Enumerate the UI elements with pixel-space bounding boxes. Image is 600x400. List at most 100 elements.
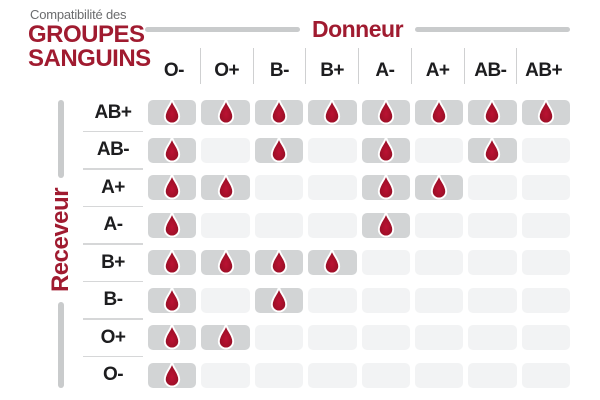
- blood-drop-icon: [217, 247, 234, 275]
- cell-O--from-A-: [361, 362, 410, 388]
- cell-AB+-from-O+: [201, 97, 250, 125]
- cell-B--from-AB+: [521, 287, 570, 313]
- blood-drop-icon: [324, 247, 341, 275]
- cell-O+-from-AB+: [521, 325, 570, 350]
- cell-AB+-from-AB-: [468, 97, 517, 125]
- cell-B--from-A-: [361, 287, 410, 313]
- cell-O+-from-A+: [414, 325, 464, 350]
- cell-AB--from-AB+: [521, 137, 570, 163]
- cell-A--from-O+: [201, 212, 250, 238]
- cell-B--from-A+: [414, 287, 464, 313]
- compatibility-grid: [148, 97, 570, 388]
- cell-O--from-O+: [201, 362, 250, 388]
- cell-B--from-O-: [148, 284, 197, 313]
- blood-drop-icon: [164, 359, 181, 387]
- receiver-label-O-: O-: [102, 364, 124, 385]
- cell-AB+-from-O-: [148, 97, 197, 125]
- cell-O--from-B-: [254, 362, 304, 388]
- cell-A--from-O-: [148, 209, 197, 238]
- receiver-label-B-: B-: [83, 288, 143, 320]
- cell-AB--from-A-: [361, 134, 410, 163]
- cell-A+-from-B-: [254, 175, 304, 200]
- cell-B+-from-O+: [201, 247, 250, 275]
- donor-left-rule: [145, 26, 300, 32]
- donor-header-A-: A-: [359, 48, 412, 84]
- donor-right-rule: [415, 26, 570, 32]
- donor-header-B-: B-: [254, 48, 307, 84]
- cell-B--from-B-: [254, 284, 304, 313]
- cell-AB--from-B+: [308, 137, 357, 163]
- blood-drop-icon: [164, 247, 181, 275]
- receiver-axis-label: Receveur: [47, 187, 74, 293]
- cell-AB--from-AB-: [468, 134, 517, 163]
- receiver-top-rule: [58, 100, 64, 178]
- blood-drop-icon: [377, 209, 394, 237]
- donor-axis-label: Donneur: [311, 15, 404, 42]
- donor-axis-header: Donneur: [145, 15, 570, 43]
- cell-O--from-B+: [308, 362, 357, 388]
- blood-drop-icon: [270, 247, 288, 275]
- cell-AB+-from-B+: [308, 97, 357, 125]
- cell-AB+-from-A-: [361, 97, 410, 125]
- receiver-label-AB-: AB-: [83, 138, 143, 170]
- blood-drop-icon: [164, 134, 181, 162]
- blood-drop-icon: [484, 134, 501, 162]
- cell-B+-from-AB+: [521, 250, 570, 275]
- cell-B+-from-B+: [308, 247, 357, 275]
- blood-drop-icon: [430, 172, 448, 200]
- cell-AB--from-A+: [414, 137, 464, 163]
- blood-drop-icon: [270, 134, 288, 162]
- blood-drop-icon: [484, 97, 501, 125]
- receiver-row-labels: AB+ AB- A+ A- B+ B- O+ O-: [83, 100, 143, 388]
- cell-B+-from-A-: [361, 250, 410, 275]
- receiver-label-AB+: AB+: [83, 100, 143, 132]
- cell-AB--from-O-: [148, 134, 197, 163]
- cell-AB+-from-AB+: [521, 97, 570, 125]
- donor-column-headers: O- O+ B- B+ A- A+ AB- AB+: [148, 48, 570, 84]
- cell-O--from-A+: [414, 362, 464, 388]
- blood-drop-icon: [377, 134, 394, 162]
- cell-O--from-AB+: [521, 362, 570, 388]
- cell-A--from-A+: [414, 212, 464, 238]
- cell-A--from-AB-: [468, 212, 517, 238]
- cell-A+-from-O-: [148, 172, 197, 200]
- cell-A+-from-A-: [361, 172, 410, 200]
- cell-B--from-O+: [201, 287, 250, 313]
- blood-drop-icon: [164, 322, 181, 350]
- cell-A+-from-AB+: [521, 175, 570, 200]
- blood-drop-icon: [164, 284, 181, 312]
- cell-B--from-B+: [308, 287, 357, 313]
- receiver-label-B+: B+: [83, 250, 143, 282]
- cell-A--from-A-: [361, 209, 410, 238]
- cell-A--from-AB+: [521, 212, 570, 238]
- blood-drop-icon: [164, 97, 181, 125]
- cell-A+-from-AB-: [468, 175, 517, 200]
- blood-drop-icon: [377, 97, 394, 125]
- cell-AB--from-B-: [254, 134, 304, 163]
- cell-A--from-B+: [308, 212, 357, 238]
- donor-header-B+: B+: [306, 48, 359, 84]
- receiver-label-O+: O+: [83, 325, 143, 357]
- cell-B+-from-A+: [414, 250, 464, 275]
- cell-A--from-B-: [254, 212, 304, 238]
- cell-B+-from-O-: [148, 247, 197, 275]
- receiver-label-A-: A-: [83, 213, 143, 245]
- cell-A+-from-O+: [201, 172, 250, 200]
- receiver-label-A+: A+: [83, 175, 143, 207]
- donor-header-AB+: AB+: [525, 60, 563, 81]
- donor-header-O-: O-: [148, 48, 201, 84]
- cell-O--from-O-: [148, 359, 197, 388]
- cell-O+-from-B+: [308, 325, 357, 350]
- blood-drop-icon: [164, 172, 181, 200]
- cell-O+-from-B-: [254, 325, 304, 350]
- cell-O+-from-A-: [361, 325, 410, 350]
- cell-O+-from-O+: [201, 322, 250, 350]
- cell-AB--from-O+: [201, 137, 250, 163]
- cell-B+-from-B-: [254, 247, 304, 275]
- donor-header-O+: O+: [201, 48, 254, 84]
- blood-drop-icon: [537, 97, 554, 125]
- cell-B+-from-AB-: [468, 250, 517, 275]
- cell-AB+-from-B-: [254, 97, 304, 125]
- pretitle: Compatibilité des: [30, 7, 127, 22]
